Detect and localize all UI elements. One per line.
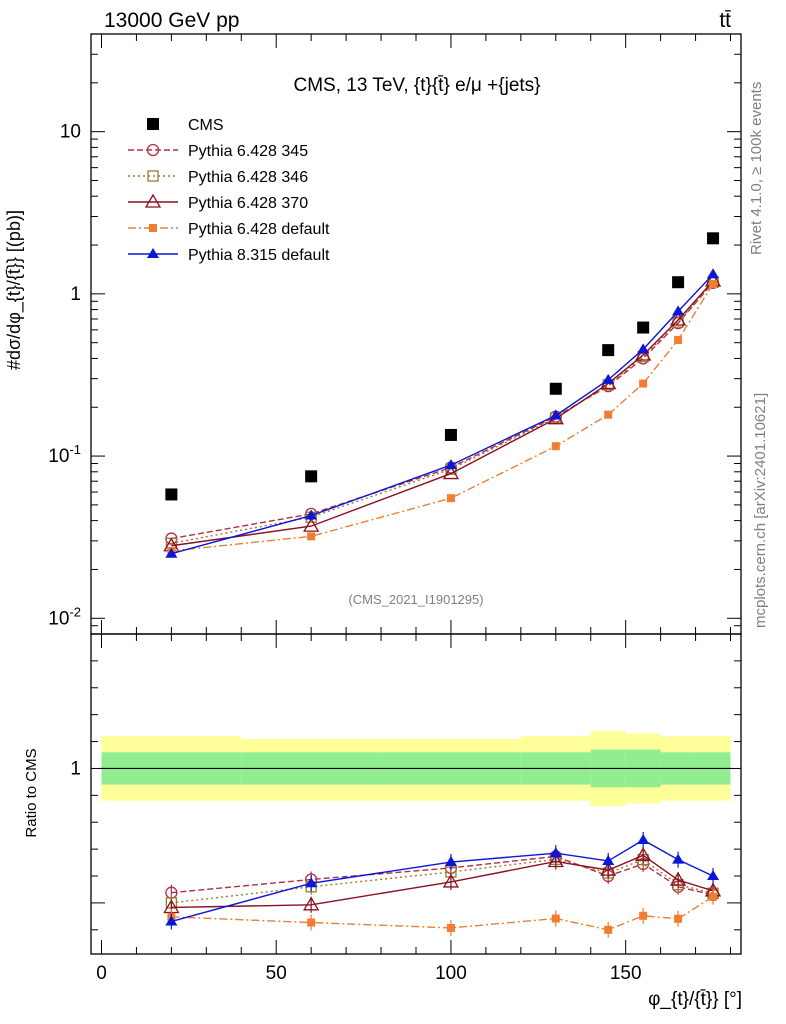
y-tick-exponent: -2 xyxy=(69,604,81,619)
side-label-bottom: mcplots.cern.ch [arXiv:2401.10621] xyxy=(752,393,769,628)
y-tick-label: 10-1 xyxy=(48,442,81,467)
ratio-series-line xyxy=(171,858,714,904)
main-data-point xyxy=(551,442,560,451)
ratio-data-point xyxy=(547,853,564,868)
y-tick-label: 10 xyxy=(60,122,81,143)
legend-marker xyxy=(149,224,157,232)
ratio-data-point xyxy=(305,877,318,888)
x-tick-label: 0 xyxy=(96,963,107,984)
main-series-line xyxy=(171,280,714,547)
header-right: tt̄ xyxy=(719,9,731,32)
main-data-point xyxy=(707,268,720,279)
ratio-data-point xyxy=(303,896,320,911)
main-data-point xyxy=(602,344,615,357)
main-data-point xyxy=(639,379,648,388)
main-data-point xyxy=(602,373,615,384)
main-ylabel: #dσ/dφ_{t}/{t̄}} [(pb)] xyxy=(4,210,25,370)
main-data-point xyxy=(305,509,318,520)
main-data-point xyxy=(672,276,685,289)
ratio-frame xyxy=(90,633,742,955)
main-data-point xyxy=(165,488,178,501)
x-axis-label: φ_{t}/{t̄}} [°] xyxy=(648,989,742,1010)
ratio-data-point xyxy=(672,853,685,864)
x-tick-label: 50 xyxy=(266,963,287,984)
main-data-point xyxy=(303,517,320,532)
x-tick-label: 100 xyxy=(435,963,467,984)
main-data-point xyxy=(637,321,650,334)
ratio-data-point xyxy=(604,925,613,934)
legend-label: Pythia 6.428 345 xyxy=(188,143,308,160)
ratio-series-line xyxy=(171,855,714,896)
ratio-data-point xyxy=(307,918,316,927)
ratio-ylabel: Ratio to CMS xyxy=(23,748,40,837)
main-data-point xyxy=(305,470,318,483)
ratio-data-point xyxy=(709,892,718,901)
main-data-point xyxy=(444,428,457,441)
legend-marker xyxy=(144,193,162,208)
y-tick-label: 1 xyxy=(70,284,81,305)
main-series-line xyxy=(171,283,714,552)
ratio-data-point xyxy=(549,847,562,858)
main-data-point xyxy=(707,232,720,245)
ratio-data-point xyxy=(674,914,683,923)
main-data-point xyxy=(549,382,562,395)
main-data-point xyxy=(446,494,455,503)
ratio-data-point xyxy=(551,914,560,923)
watermark: (CMS_2021_I1901295) xyxy=(348,592,483,607)
main-panel: 10-2 10-1 1 10 xyxy=(48,33,742,954)
main-data-point xyxy=(669,311,687,326)
legend-label: Pythia 6.428 default xyxy=(188,221,330,238)
ratio-data-point xyxy=(446,923,455,932)
legend-label: Pythia 6.428 346 xyxy=(188,169,308,186)
main-data-point xyxy=(709,280,718,289)
ratio-data-point xyxy=(602,854,615,865)
legend-marker xyxy=(147,248,159,258)
legend-marker xyxy=(147,170,159,182)
ratio-data-point xyxy=(600,861,617,876)
x-tick-label: 150 xyxy=(610,963,642,984)
ratio-data-point xyxy=(444,856,457,867)
main-data-point xyxy=(442,465,460,480)
main-data-point xyxy=(307,532,316,541)
side-label-top: Rivet 4.1.0, ≥ 100k events xyxy=(748,82,765,255)
ratio-panel: 1 0 50 100 150 xyxy=(70,633,742,984)
legend-label: CMS xyxy=(188,117,224,134)
ratio-data-point xyxy=(635,847,652,861)
main-data-point xyxy=(672,305,685,316)
main-data-point xyxy=(165,547,178,558)
main-data-point xyxy=(549,409,562,420)
main-data-point xyxy=(674,335,683,344)
ratio-data-point xyxy=(639,911,648,920)
ratio-data-point xyxy=(707,870,720,881)
main-data-point xyxy=(604,410,613,419)
ratio-data-point xyxy=(669,871,687,886)
ratio-data-point xyxy=(637,833,650,844)
main-series-line xyxy=(171,281,714,544)
ratio-series-line xyxy=(171,854,714,909)
legend-marker xyxy=(147,118,159,130)
legend-label: Pythia 6.428 370 xyxy=(188,195,308,212)
y-tick-exponent: -1 xyxy=(69,442,81,457)
ratio-y-tick-label: 1 xyxy=(70,758,81,779)
legend: CMS Pythia 6.428 345 Pythia 6.428 346 Pythi… xyxy=(128,117,330,264)
ratio-data-point xyxy=(165,915,178,926)
ratio-data-point xyxy=(442,873,460,888)
legend-label: Pythia 8.315 default xyxy=(188,247,330,264)
main-title: CMS, 13 TeV, {t}{t̄} e/μ +{jets} xyxy=(293,75,540,96)
main-data-point xyxy=(635,346,652,361)
y-tick-label: 10-2 xyxy=(48,604,81,629)
ratio-series-line xyxy=(171,839,714,923)
ratio-series-line xyxy=(171,896,714,931)
header-left: 13000 GeV pp xyxy=(104,9,239,32)
main-series-line xyxy=(171,273,714,555)
main-data-point xyxy=(444,459,457,470)
legend-marker xyxy=(146,143,160,157)
main-data-point xyxy=(637,343,650,354)
